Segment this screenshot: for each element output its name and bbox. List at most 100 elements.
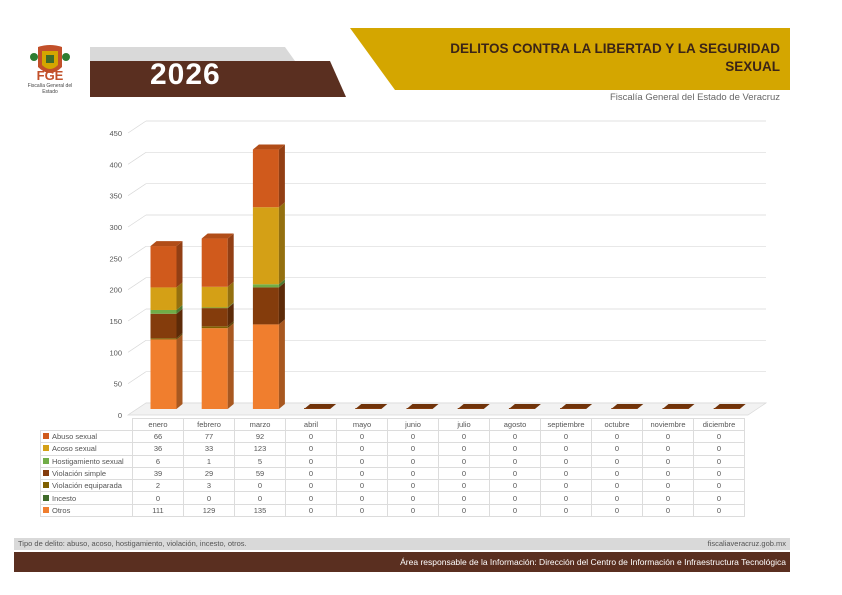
table-cell: 0 xyxy=(591,454,643,468)
table-cell: 92 xyxy=(234,429,286,444)
table-cell: 0 xyxy=(591,479,643,493)
table-cell: 0 xyxy=(540,442,592,456)
table-cell: 0 xyxy=(387,466,439,481)
bar-segment xyxy=(150,313,177,339)
table-cell: 0 xyxy=(285,503,337,518)
table-month-header: octubre xyxy=(591,418,643,431)
grid-line-diag xyxy=(127,214,147,228)
grid-line-diag xyxy=(127,120,147,134)
table-month-header: marzo xyxy=(234,418,286,431)
chart-grid xyxy=(126,120,768,416)
table-cell: 3 xyxy=(183,479,235,493)
table-row: Otros 111 129 135 0 0 0 0 0 0 0 0 0 xyxy=(40,503,745,518)
table-series-label: Acoso sexual xyxy=(40,442,133,456)
table-cell: 0 xyxy=(285,491,337,505)
table-cell: 0 xyxy=(642,491,694,505)
table-cell: 0 xyxy=(489,466,541,481)
bar-segment xyxy=(150,246,177,288)
table-cell: 0 xyxy=(693,503,745,518)
legend-label: Violación equiparada xyxy=(52,481,122,491)
table-cell: 2 xyxy=(132,479,184,493)
table-cell: 0 xyxy=(438,503,490,518)
table-cell: 0 xyxy=(540,466,592,481)
footer-note: Tipo de delito: abuso, acoso, hostigamie… xyxy=(18,539,247,548)
table-month-header: noviembre xyxy=(642,418,694,431)
y-tick-label: 200 xyxy=(109,286,122,295)
header-banner xyxy=(90,28,790,97)
bar-top xyxy=(713,404,746,409)
bar-segment xyxy=(252,284,279,288)
table-cell: 29 xyxy=(183,466,235,481)
year-label: 2026 xyxy=(150,58,221,91)
grid-line-diag xyxy=(127,308,147,322)
table-corner xyxy=(41,419,133,431)
table-cell: 77 xyxy=(183,429,235,444)
table-cell: 0 xyxy=(642,503,694,518)
table-cell: 0 xyxy=(336,442,388,456)
table-row: Violación simple 39 29 59 0 0 0 0 0 0 0 0 0 xyxy=(40,466,745,481)
bar-top xyxy=(304,404,337,409)
bar-segment-side xyxy=(278,319,285,409)
bar-top xyxy=(508,404,541,409)
bar-segment-side xyxy=(176,334,183,409)
footer-brown-band xyxy=(14,552,790,572)
bar-empty xyxy=(508,408,535,409)
table-series-label: Violación simple xyxy=(40,466,133,481)
table-cell: 0 xyxy=(438,442,490,456)
table-cell: 0 xyxy=(642,454,694,468)
table-cell: 0 xyxy=(438,429,490,444)
bar-segment xyxy=(252,324,279,409)
bar-segment-side xyxy=(227,303,234,327)
table-cell: 0 xyxy=(693,491,745,505)
table-cell: 6 xyxy=(132,454,184,468)
y-tick-label: 150 xyxy=(109,317,122,326)
y-tick-label: 450 xyxy=(109,129,122,138)
legend-swatch xyxy=(43,482,49,489)
table-cell: 0 xyxy=(642,442,694,456)
table-cell: 0 xyxy=(387,491,439,505)
table-cell: 0 xyxy=(489,429,541,444)
y-axis: 0 50 100 150 200 250 300 350 400 450 xyxy=(109,129,122,420)
table-cell: 135 xyxy=(234,503,286,518)
y-tick-label: 300 xyxy=(109,223,122,232)
table-cell: 36 xyxy=(132,442,184,456)
table-series-label: Abuso sexual xyxy=(40,429,133,444)
table-cell: 0 xyxy=(642,429,694,444)
table-cell: 0 xyxy=(285,454,337,468)
legend-swatch xyxy=(43,433,49,440)
legend-label: Incesto xyxy=(52,493,77,503)
table-cell: 0 xyxy=(387,454,439,468)
table-cell: 0 xyxy=(438,454,490,468)
table-cell: 39 xyxy=(132,466,184,481)
bar-top xyxy=(457,404,490,409)
table-cell: 0 xyxy=(336,503,388,518)
bar-segment-side xyxy=(176,304,183,314)
table-cell: 0 xyxy=(693,479,745,493)
footer-url[interactable]: fiscaliaveracruz.gob.mx xyxy=(707,539,786,548)
table-cell: 5 xyxy=(234,454,286,468)
table-cell: 0 xyxy=(132,491,184,505)
legend-label: Abuso sexual xyxy=(52,432,98,442)
table-cell: 0 xyxy=(489,503,541,518)
bar-segment xyxy=(150,309,177,314)
fge-shield-logo xyxy=(30,45,70,73)
grey-banner-strip xyxy=(90,47,295,61)
grid-line-diag xyxy=(127,152,147,165)
table-month-header: septiembre xyxy=(540,418,592,431)
table-cell: 0 xyxy=(591,491,643,505)
table-cell: 0 xyxy=(336,466,388,481)
table-cell: 0 xyxy=(489,442,541,456)
table-cell: 0 xyxy=(693,466,745,481)
table-month-header: abril xyxy=(285,418,337,431)
y-tick-label: 250 xyxy=(109,254,122,263)
bar-top xyxy=(560,404,593,409)
table-cell: 0 xyxy=(591,466,643,481)
table-cell: 0 xyxy=(591,503,643,518)
table-body: Abuso sexual 66 77 92 0 0 0 0 0 0 0 0 0 Acoso sexual 3… xyxy=(40,429,745,518)
table-cell: 0 xyxy=(438,491,490,505)
legend-swatch xyxy=(43,506,49,513)
bar-segment xyxy=(201,326,228,329)
footer-area-text: Área responsable de la Información: Dire… xyxy=(400,557,786,567)
table-cell: 0 xyxy=(540,454,592,468)
table-cell: 0 xyxy=(183,491,235,505)
